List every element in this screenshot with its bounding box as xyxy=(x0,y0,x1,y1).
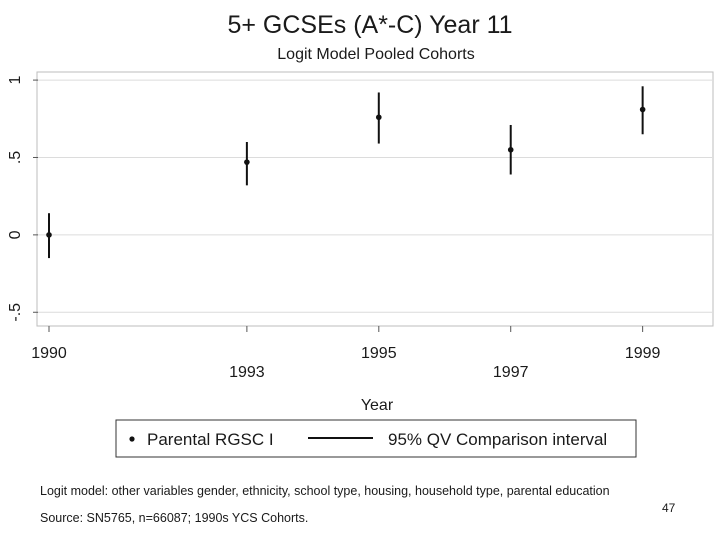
x-axis: 1990 1993 1995 1997 1999 xyxy=(31,326,661,381)
legend-marker-point xyxy=(129,436,135,442)
gridlines xyxy=(38,79,712,313)
x-tick-label: 1995 xyxy=(361,345,397,362)
plot-area-frame xyxy=(36,71,714,327)
data-point xyxy=(507,146,514,153)
legend-label-interval: 95% QV Comparison interval xyxy=(388,430,607,449)
data-point xyxy=(639,106,646,113)
y-tick-label: 0 xyxy=(7,230,24,239)
chart-subtitle: Logit Model Pooled Cohorts xyxy=(277,46,474,63)
x-tick-label: 1993 xyxy=(229,364,265,381)
chart-title: 5+ GCSEs (A*-C) Year 11 xyxy=(227,11,512,39)
y-tick-label: 1 xyxy=(7,76,24,85)
data-point xyxy=(244,159,250,165)
data-point xyxy=(375,114,382,121)
x-axis-title: Year xyxy=(361,397,394,414)
interval-series xyxy=(48,86,644,259)
footnote-model: Logit model: other variables gender, eth… xyxy=(40,484,610,498)
y-axis: -.5 0 .5 1 xyxy=(7,76,38,322)
x-tick-label: 1997 xyxy=(493,364,529,381)
legend-label-point: Parental RGSC I xyxy=(147,430,274,449)
y-tick-label: -.5 xyxy=(7,303,24,322)
legend: Parental RGSC I 95% QV Comparison interv… xyxy=(115,419,637,458)
legend-box xyxy=(115,419,637,458)
data-point xyxy=(46,232,52,238)
y-tick-label: .5 xyxy=(7,151,24,164)
x-tick-label: 1999 xyxy=(625,345,661,362)
page-number: 47 xyxy=(662,501,676,515)
footnote-source: Source: SN5765, n=66087; 1990s YCS Cohor… xyxy=(40,511,308,525)
point-series xyxy=(46,106,646,238)
x-tick-label: 1990 xyxy=(31,345,67,362)
